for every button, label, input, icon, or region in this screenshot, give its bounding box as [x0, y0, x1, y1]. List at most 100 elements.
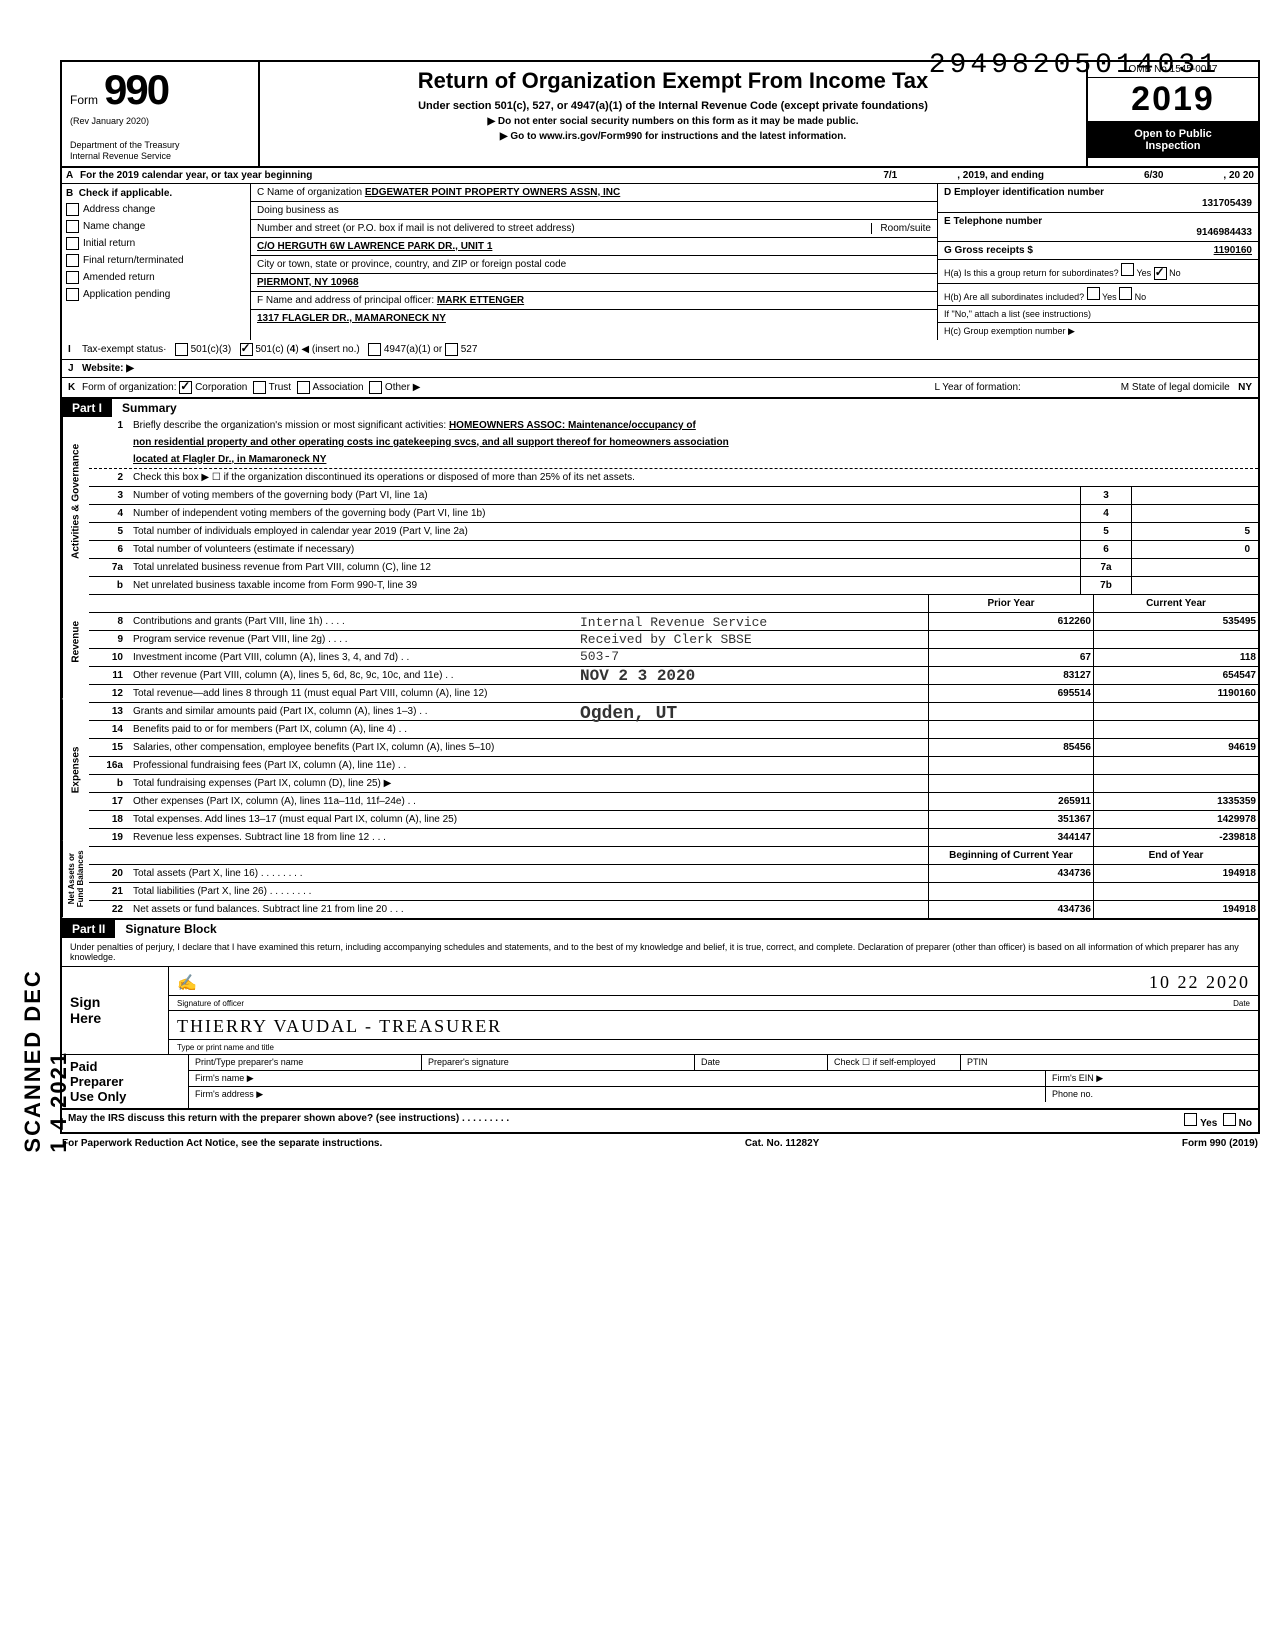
- discuss-yes-chk[interactable]: [1184, 1113, 1197, 1126]
- tax-exempt-label: Tax-exempt status·: [82, 344, 166, 355]
- sig-date-value: 10 22 2020: [1149, 972, 1250, 993]
- side-expenses: Expenses: [62, 699, 89, 840]
- preparer-sig-label: Preparer's signature: [422, 1055, 695, 1070]
- row-a: A For the 2019 calendar year, or tax yea…: [60, 168, 1260, 184]
- chk-527[interactable]: [445, 343, 458, 356]
- chk-name-change[interactable]: Name change: [66, 220, 246, 233]
- block-bcd: B Check if applicable. Address change Na…: [60, 184, 1260, 340]
- department: Department of the Treasury Internal Reve…: [70, 140, 250, 162]
- chk-amended[interactable]: Amended return: [66, 271, 246, 284]
- chk-other[interactable]: [369, 381, 382, 394]
- line7a: Total unrelated business revenue from Pa…: [129, 559, 1080, 576]
- discuss-row: May the IRS discuss this return with the…: [60, 1110, 1260, 1134]
- dept-irs: Internal Revenue Service: [70, 151, 171, 161]
- paid-preparer: Paid Preparer Use Only Print/Type prepar…: [62, 1054, 1258, 1108]
- dept-treasury: Department of the Treasury: [70, 140, 180, 150]
- chk-app-pending[interactable]: Application pending: [66, 288, 246, 301]
- col-b: B Check if applicable. Address change Na…: [62, 184, 251, 340]
- side-activities: Activities & Governance: [62, 417, 89, 585]
- chk-corporation[interactable]: [179, 381, 192, 394]
- chk-final-return[interactable]: Final return/terminated: [66, 254, 246, 267]
- phone-value: 9146984433: [944, 227, 1252, 238]
- hc-label: H(c) Group exemption number ▶: [938, 323, 1258, 340]
- ha-no-chk[interactable]: [1154, 267, 1167, 280]
- gross-value: 1190160: [1214, 245, 1252, 256]
- page-footer: For Paperwork Reduction Act Notice, see …: [60, 1134, 1260, 1153]
- self-employed-label: Check ☐ if self-employed: [828, 1055, 961, 1070]
- firm-ein-label: Firm's EIN ▶: [1046, 1071, 1258, 1086]
- row-a-text: For the 2019 calendar year, or tax year …: [80, 170, 312, 181]
- hb-no-chk[interactable]: [1119, 287, 1132, 300]
- col-d: D Employer identification number13170543…: [938, 184, 1258, 340]
- firm-addr-label: Firm's address ▶: [189, 1087, 1046, 1102]
- org-name: EDGEWATER POINT PROPERTY OWNERS ASSN, IN…: [365, 187, 620, 198]
- form-revision: (Rev January 2020): [70, 116, 250, 126]
- note-url: ▶ Go to www.irs.gov/Form990 for instruct…: [266, 131, 1080, 142]
- row-a-label: A: [66, 170, 80, 181]
- preparer-date-label: Date: [695, 1055, 828, 1070]
- cat-no: Cat. No. 11282Y: [745, 1138, 819, 1149]
- phone-label: E Telephone number: [944, 216, 1252, 227]
- hb-yes-chk[interactable]: [1087, 287, 1100, 300]
- line18: Total expenses. Add lines 13–17 (must eq…: [129, 811, 928, 828]
- chk-501c[interactable]: [240, 343, 253, 356]
- part1-header: Part I Summary: [60, 399, 1260, 417]
- year-formation-label: L Year of formation:: [934, 382, 1020, 393]
- officer-label: F Name and address of principal officer:: [257, 295, 434, 306]
- part1-title: Summary: [112, 399, 1258, 417]
- line8: Contributions and grants (Part VIII, lin…: [129, 613, 928, 630]
- firm-name-label: Firm's name ▶: [189, 1071, 1046, 1086]
- chk-4947[interactable]: [368, 343, 381, 356]
- side-netassets: Net Assets or Fund Balances: [62, 840, 89, 917]
- room-label: Room/suite: [871, 223, 931, 234]
- line14: Benefits paid to or for members (Part IX…: [129, 721, 928, 738]
- line12: Total revenue—add lines 8 through 11 (mu…: [129, 685, 928, 702]
- mission-3: located at Flagler Dr., in Mamaroneck NY: [133, 454, 326, 465]
- line3: Number of voting members of the governin…: [129, 487, 1080, 504]
- line17: Other expenses (Part IX, column (A), lin…: [129, 793, 928, 810]
- col-prior: Prior Year: [928, 595, 1093, 612]
- chk-initial-return[interactable]: Initial return: [66, 237, 246, 250]
- chk-501c3[interactable]: [175, 343, 188, 356]
- discuss-no-chk[interactable]: [1223, 1113, 1236, 1126]
- mission-1: HOMEOWNERS ASSOC: Maintenance/occupancy …: [449, 420, 696, 431]
- form-subtitle: Under section 501(c), 527, or 4947(a)(1)…: [266, 100, 1080, 112]
- state-value: NY: [1238, 382, 1252, 393]
- city-value: PIERMONT, NY 10968: [257, 277, 359, 288]
- summary-table: Activities & Governance Revenue Expenses…: [60, 417, 1260, 920]
- line4: Number of independent voting members of …: [129, 505, 1080, 522]
- org-name-label: C Name of organization: [257, 187, 362, 198]
- form-id-box: Form 990 (Rev January 2020) Department o…: [62, 62, 260, 166]
- part2-header: Part II Signature Block: [60, 920, 1260, 938]
- line15: Salaries, other compensation, employee b…: [129, 739, 928, 756]
- line2: Check this box ▶ ☐ if the organization d…: [129, 469, 1258, 486]
- gross-label: G Gross receipts $: [944, 245, 1033, 256]
- sign-here-label: Sign Here: [62, 967, 169, 1054]
- sig-date-label: Date: [1233, 999, 1250, 1008]
- discuss-text: May the IRS discuss this return with the…: [68, 1113, 509, 1129]
- line5: Total number of individuals employed in …: [129, 523, 1080, 540]
- chk-address-change[interactable]: Address change: [66, 203, 246, 216]
- row-a-tail: , 20 20: [1223, 170, 1254, 181]
- open-public: Open to Public Inspection: [1088, 122, 1258, 158]
- row-a-mid: , 2019, and ending: [957, 170, 1044, 181]
- mission-2: non residential property and other opera…: [133, 437, 729, 448]
- col-current: Current Year: [1093, 595, 1258, 612]
- col-b-label: B: [66, 188, 73, 199]
- form-org-label: Form of organization:: [82, 382, 177, 393]
- officer-signature: ✍: [177, 973, 197, 993]
- line6: Total number of volunteers (estimate if …: [129, 541, 1080, 558]
- col-c: C Name of organization EDGEWATER POINT P…: [251, 184, 938, 340]
- officer-name: MARK ETTENGER: [437, 295, 524, 306]
- line16b: Total fundraising expenses (Part IX, col…: [129, 775, 928, 792]
- type-name-label: Type or print name and title: [177, 1043, 274, 1052]
- note-ssn: ▶ Do not enter social security numbers o…: [266, 116, 1080, 127]
- part2-num: Part II: [62, 920, 115, 938]
- chk-trust[interactable]: [253, 381, 266, 394]
- ha-yes-chk[interactable]: [1121, 263, 1134, 276]
- col-b-header: Check if applicable.: [79, 188, 172, 199]
- street-value: C/O HERGUTH 6W LAWRENCE PARK DR., UNIT 1: [257, 241, 492, 252]
- chk-association[interactable]: [297, 381, 310, 394]
- val6: 0: [1131, 541, 1258, 558]
- sig-officer-label: Signature of officer: [177, 999, 244, 1008]
